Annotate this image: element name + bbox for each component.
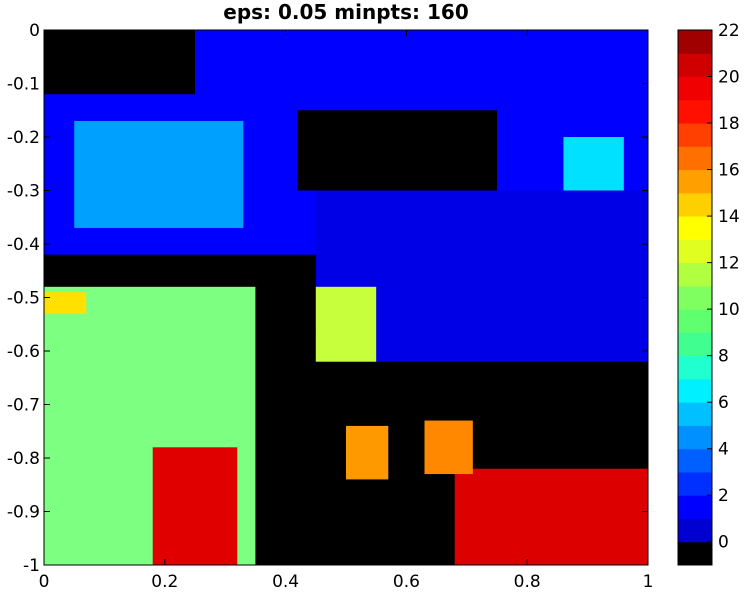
y-tick-label: -0.4	[7, 235, 40, 255]
y-tick-label: -0.3	[7, 182, 40, 202]
colorbar-segment	[678, 495, 712, 519]
cluster-region	[152, 447, 238, 565]
colorbar-tick-label: 22	[718, 21, 740, 41]
colorbar-segment	[678, 378, 712, 403]
x-tick-label: 0	[39, 572, 50, 592]
y-tick-label: -0.7	[7, 396, 40, 416]
y-tick-label: -0.9	[7, 503, 40, 523]
x-tick-label: 0.4	[272, 572, 299, 592]
cluster-region	[454, 468, 648, 565]
colorbar-tick-label: 16	[718, 161, 740, 181]
colorbar-tick-label: 6	[718, 393, 729, 413]
y-tick-label: -1	[23, 556, 40, 576]
colorbar-ticks: 0 2 4 6 8 10 12 14 16 18 20 22	[707, 21, 740, 553]
colorbar-segment	[678, 76, 712, 101]
cluster-region	[44, 292, 87, 314]
colorbar-segment	[678, 169, 712, 194]
colorbar-segment	[678, 355, 712, 380]
plot-area	[43, 29, 649, 566]
colorbar-segment	[678, 192, 712, 217]
colorbar-segment	[678, 285, 712, 310]
cluster-region	[424, 420, 473, 475]
colorbar-segment	[678, 332, 712, 357]
chart-title: eps: 0.05 minpts: 160	[223, 0, 468, 24]
cluster-regions	[44, 30, 648, 565]
colorbar-frame	[677, 29, 713, 566]
colorbar-segment	[678, 99, 712, 124]
colorbar-segment	[678, 541, 712, 566]
cluster-region	[74, 120, 244, 228]
colorbar-tick-label: 20	[718, 68, 740, 88]
colorbar-segment	[678, 471, 712, 496]
colorbar-segment	[678, 262, 712, 287]
y-tick-label: -0.8	[7, 449, 40, 469]
colorbar	[677, 29, 713, 566]
colorbar-tick-label: 12	[718, 254, 740, 274]
x-tick-label: 1	[643, 572, 654, 592]
y-tick-label: -0.2	[7, 128, 40, 148]
y-tick-label: 0	[29, 21, 40, 41]
colorbar-tick-label: 10	[718, 300, 740, 320]
cluster-region	[346, 425, 389, 480]
x-axis: 0 0.2 0.4 0.6 0.8 1	[39, 30, 654, 592]
colorbar-tick-label: 0	[718, 533, 729, 553]
colorbar-segment	[678, 402, 712, 426]
y-tick-label: -0.1	[7, 75, 40, 95]
x-tick-label: 0.8	[514, 572, 541, 592]
y-axis: 0 -0.1 -0.2 -0.3 -0.4 -0.5 -0.6 -0.7 -0.8 -0.9 -1	[7, 21, 648, 576]
colorbar-segment	[678, 309, 712, 333]
x-tick-label: 0.6	[393, 572, 420, 592]
x-tick-label: 0.2	[151, 572, 178, 592]
colorbar-segment	[678, 448, 712, 473]
cluster-region	[563, 137, 624, 191]
colorbar-tick-label: 4	[718, 440, 729, 460]
y-tick-label: -0.6	[7, 342, 40, 362]
colorbar-tick-label: 18	[718, 114, 740, 134]
colorbar-segment	[678, 30, 712, 54]
colorbar-tick-label: 14	[718, 207, 740, 227]
cluster-region	[297, 110, 497, 191]
colorbar-tick-label: 8	[718, 347, 729, 367]
y-tick-label: -0.5	[7, 289, 40, 309]
colorbar-segment	[678, 425, 712, 450]
colorbar-segment	[678, 239, 712, 264]
colorbar-segment	[678, 123, 712, 147]
colorbar-segment	[678, 146, 712, 171]
colorbar-segment	[678, 53, 712, 78]
cluster-region	[315, 286, 377, 362]
colorbar-segment	[678, 518, 712, 543]
colorbar-segment	[678, 216, 712, 240]
colorbar-tick-label: 2	[718, 486, 729, 506]
cluster-region	[44, 30, 195, 95]
